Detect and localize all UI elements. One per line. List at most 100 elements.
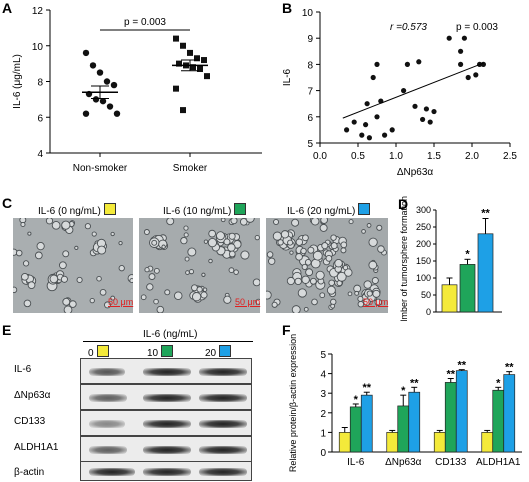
cell xyxy=(363,280,372,289)
blot-row-beta-actin xyxy=(80,461,252,481)
cell xyxy=(302,234,309,242)
blot-row-aldh1a1 xyxy=(80,436,252,462)
dose-0: 0 xyxy=(88,345,109,359)
data-point xyxy=(420,116,426,123)
x-tick-label: ALDH1A1 xyxy=(476,457,521,468)
cell xyxy=(91,231,97,237)
cell xyxy=(377,245,385,253)
cell xyxy=(207,238,218,248)
panel-f-chart: 0 1 2 3 4 5 Relative protein/β-actin expressio… xyxy=(288,334,522,472)
green-swatch xyxy=(234,203,247,215)
cell xyxy=(27,281,36,290)
data-point xyxy=(173,85,179,92)
cell xyxy=(301,263,308,271)
caption-il6-20: IL-6 (20 ng/mL) xyxy=(287,203,371,217)
cell xyxy=(295,238,304,246)
x-tick-label: ΔNp63α xyxy=(385,457,422,468)
cell xyxy=(59,261,67,270)
data-point xyxy=(404,61,410,67)
blot-label-cd133: CD133 xyxy=(14,416,46,427)
data-point xyxy=(480,61,486,67)
y-tick-label: 8 xyxy=(37,78,43,89)
data-point xyxy=(363,122,369,128)
cell xyxy=(164,289,171,296)
cell xyxy=(196,286,203,293)
cell xyxy=(129,278,133,284)
cell xyxy=(245,218,255,223)
micrograph-10 xyxy=(139,218,260,313)
panel-d-chart: 0 50 100 150 200 250 300 Nmber of tumorsphere f… xyxy=(399,196,502,321)
cell xyxy=(368,260,378,270)
y-tick-label: 12 xyxy=(32,6,44,17)
cell xyxy=(294,277,302,286)
blot-band xyxy=(143,446,191,454)
cell xyxy=(151,239,158,246)
significance-star: ** xyxy=(457,360,466,372)
cell xyxy=(228,232,236,240)
y-axis-label: Nmber of tumorsphere formation xyxy=(399,196,409,321)
blot-header-rule xyxy=(83,341,253,342)
cell xyxy=(15,249,23,257)
cell xyxy=(22,260,30,267)
y-tick-label: 9 xyxy=(307,34,313,45)
cell xyxy=(216,231,225,241)
cell xyxy=(376,224,383,231)
panel-letter-d: D xyxy=(398,196,409,212)
cell xyxy=(49,274,59,284)
significance-star: ** xyxy=(505,362,514,374)
data-point xyxy=(190,64,196,71)
blot-band xyxy=(89,368,125,376)
bar xyxy=(455,370,468,453)
cell xyxy=(223,295,232,304)
cell xyxy=(13,286,18,294)
data-point xyxy=(458,61,464,67)
data-point xyxy=(370,74,376,81)
cell xyxy=(76,276,83,284)
data-point xyxy=(423,106,429,112)
y-tick-label: 50 xyxy=(421,290,431,300)
data-point xyxy=(204,73,210,80)
blot-label-beta-actin: β-actin xyxy=(14,467,45,478)
cell xyxy=(233,269,239,275)
significance-star: * xyxy=(496,377,501,389)
y-tick-label: 5 xyxy=(320,350,326,361)
data-point xyxy=(113,110,121,117)
cell xyxy=(61,220,71,230)
y-tick-label: 10 xyxy=(32,42,44,53)
cell xyxy=(311,298,318,306)
cell xyxy=(330,303,336,309)
y-tick-label: 5 xyxy=(307,139,313,150)
cell xyxy=(153,267,160,274)
data-point xyxy=(201,57,207,64)
cell xyxy=(348,219,354,225)
cell xyxy=(27,231,32,236)
cell xyxy=(320,218,328,224)
green-swatch xyxy=(161,345,174,357)
y-tick-label: 300 xyxy=(416,205,431,215)
x-tick-label: 1.5 xyxy=(427,151,441,162)
cell xyxy=(344,268,353,277)
cell xyxy=(361,229,366,234)
blot-band xyxy=(89,420,125,428)
cell xyxy=(60,275,68,283)
cell xyxy=(144,267,150,273)
cell xyxy=(319,223,328,232)
scale-bar-label: 50 μm xyxy=(108,297,134,307)
cell xyxy=(307,246,315,254)
data-point xyxy=(431,108,437,115)
cell xyxy=(143,229,150,235)
blot-band xyxy=(89,394,127,402)
data-point xyxy=(465,74,471,81)
y-tick-label: 4 xyxy=(37,149,43,160)
cell xyxy=(252,278,260,287)
data-point xyxy=(176,60,182,67)
x-tick-label: CD133 xyxy=(435,457,467,468)
cell xyxy=(301,275,310,284)
y-tick-label: 250 xyxy=(416,222,431,232)
bar xyxy=(503,374,516,453)
cell xyxy=(63,305,73,313)
cell xyxy=(336,271,347,282)
cell xyxy=(310,218,320,226)
significance-star: ** xyxy=(362,382,371,394)
cell xyxy=(148,273,156,281)
